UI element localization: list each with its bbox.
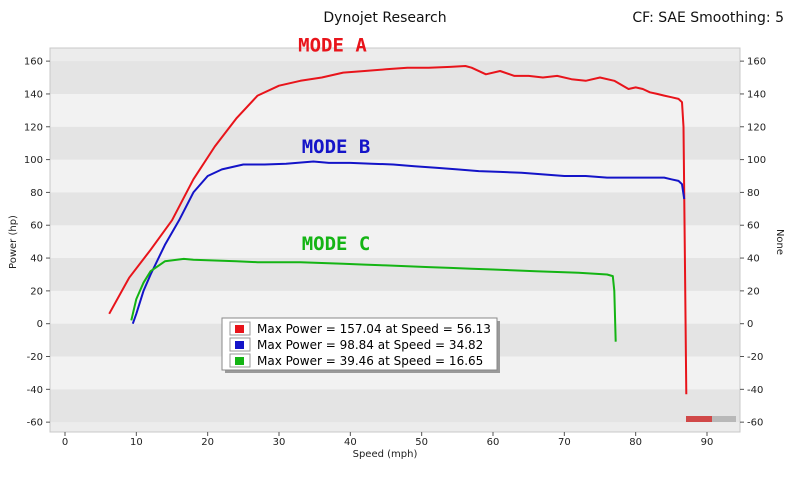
x-tick-label: 30 (273, 437, 286, 448)
series-label-mode-b: MODE B (302, 136, 371, 158)
chart-title: Dynojet Research (323, 10, 446, 26)
plot-frame (49, 47, 741, 433)
correction-info: CF: SAE Smoothing: 5 (632, 10, 784, 26)
x-tick-label: 0 (62, 437, 68, 448)
y-tick-label: 140 (24, 89, 43, 100)
x-tick-label: 70 (558, 437, 571, 448)
y-tick-label-right: -60 (747, 418, 763, 429)
y-tick-label: 0 (37, 319, 43, 330)
x-axis-ticks: 0 10 20 30 40 50 60 70 80 90 (62, 432, 714, 448)
grid-band (50, 61, 740, 94)
y-tick-label: -60 (27, 418, 43, 429)
y-tick-label: -20 (27, 352, 43, 363)
y-tick-label-right: 140 (747, 89, 766, 100)
grid-band (50, 192, 740, 226)
y-tick-label-right: 40 (747, 254, 760, 265)
y-tick-label: 40 (30, 254, 43, 265)
series-label-mode-c: MODE C (302, 233, 371, 255)
legend-swatch (235, 325, 244, 333)
x-tick-label: 60 (487, 437, 500, 448)
x-tick-label: 40 (344, 437, 357, 448)
x-tick-label: 90 (701, 437, 714, 448)
y-tick-label: 120 (24, 122, 43, 133)
series-line-mode-b (131, 160, 686, 325)
series-labels: MODE A MODE B MODE C (298, 34, 370, 255)
series-lines (108, 65, 688, 395)
legend-swatch (235, 341, 244, 349)
series-label-mode-a: MODE A (298, 34, 367, 56)
legend-entry-text: Max Power = 39.46 at Speed = 16.65 (257, 354, 483, 368)
y-axis-right-title: None (774, 229, 785, 255)
y-axis-left-ticks: -60 -40 -20 0 20 40 60 80 100 120 140 160 (24, 57, 50, 429)
legend-box (221, 317, 498, 371)
grid-band (50, 389, 740, 423)
x-tick-label: 50 (415, 437, 428, 448)
y-tick-label-right: 160 (747, 57, 766, 68)
grid-band (50, 126, 740, 160)
y-tick-label-right: -40 (747, 385, 763, 396)
y-tick-label: -40 (27, 385, 43, 396)
legend-swatch (235, 357, 244, 365)
x-tick-label: 10 (130, 437, 143, 448)
dynojet-logo (686, 416, 736, 422)
y-tick-label-right: 20 (747, 286, 760, 297)
grid-band (50, 93, 740, 127)
y-tick-label-right: 100 (747, 155, 766, 166)
y-tick-label: 60 (30, 221, 43, 232)
y-tick-label-right: 120 (747, 122, 766, 133)
y-axis-left-title: Power (hp) (8, 215, 19, 269)
legend-entry-text: Max Power = 157.04 at Speed = 56.13 (257, 322, 491, 336)
x-tick-label: 80 (629, 437, 642, 448)
y-tick-label: 20 (30, 286, 43, 297)
legend-items: Max Power = 157.04 at Speed = 56.13 Max P… (229, 321, 491, 368)
series-line-mode-a (108, 65, 688, 395)
y-tick-label-right: 0 (747, 319, 753, 330)
y-tick-label: 100 (24, 155, 43, 166)
grid-band (50, 225, 740, 259)
y-tick-label: 160 (24, 57, 43, 68)
legend: Max Power = 157.04 at Speed = 56.13 Max P… (221, 317, 500, 373)
y-tick-label-right: 80 (747, 188, 760, 199)
y-tick-label-right: -20 (747, 352, 763, 363)
y-axis-right-ticks: -60 -40 -20 0 20 40 60 80 100 120 140 160 (740, 57, 766, 429)
x-axis-title: Speed (mph) (353, 449, 418, 460)
legend-entry-text: Max Power = 98.84 at Speed = 34.82 (257, 338, 483, 352)
y-tick-label: 80 (30, 188, 43, 199)
y-tick-label-right: 60 (747, 221, 760, 232)
series-line-mode-c (130, 257, 617, 342)
grid-band (50, 258, 740, 291)
x-tick-label: 20 (201, 437, 214, 448)
